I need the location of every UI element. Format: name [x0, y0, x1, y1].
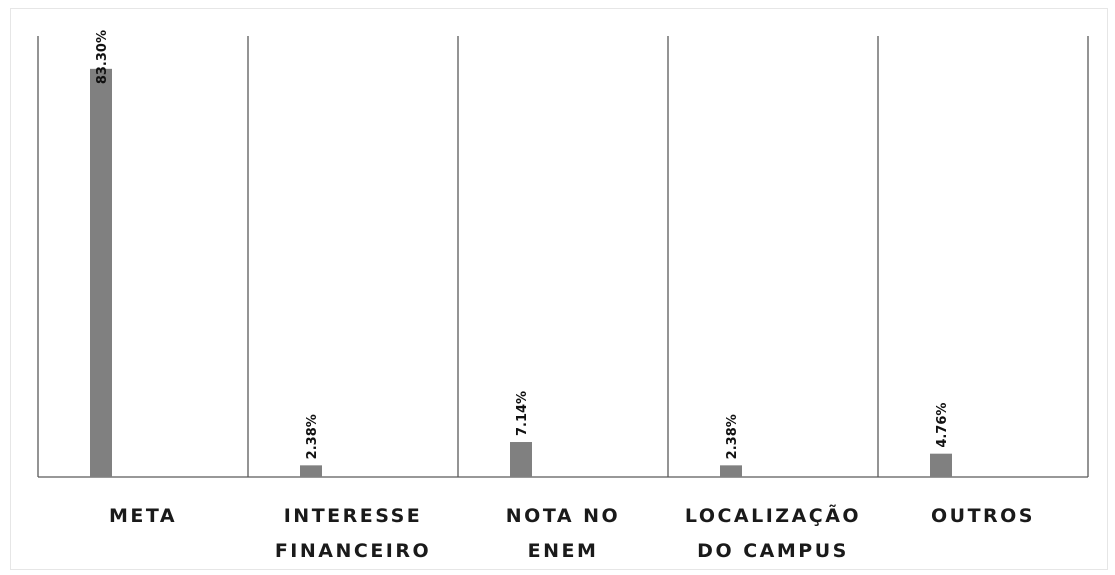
category-label: OUTROS — [931, 505, 1035, 527]
labels-layer: 83.30% META 2.38% INTERESSE FINANCEIRO 7.14% N… — [95, 30, 1035, 562]
data-label: 83.30% — [95, 30, 110, 84]
axes-layer — [37, 36, 1089, 478]
bar — [510, 442, 532, 477]
bar — [90, 68, 112, 477]
category-label: NOTA NO — [506, 505, 620, 527]
bar — [300, 465, 322, 477]
chart-frame — [10, 8, 1108, 570]
category-label: INTERESSE — [284, 505, 423, 527]
data-label: 2.38% — [305, 414, 320, 459]
category-label: META — [109, 505, 177, 527]
bars-layer — [90, 68, 952, 477]
data-label: 2.38% — [725, 414, 740, 459]
bar — [930, 453, 952, 477]
category-label: LOCALIZAÇÃO — [685, 503, 861, 527]
data-label: 7.14% — [515, 391, 530, 436]
category-label: DO CAMPUS — [697, 540, 849, 562]
category-label: ENEM — [528, 540, 599, 562]
data-label: 4.76% — [935, 403, 950, 448]
category-label: FINANCEIRO — [275, 540, 431, 562]
bar — [720, 465, 742, 477]
